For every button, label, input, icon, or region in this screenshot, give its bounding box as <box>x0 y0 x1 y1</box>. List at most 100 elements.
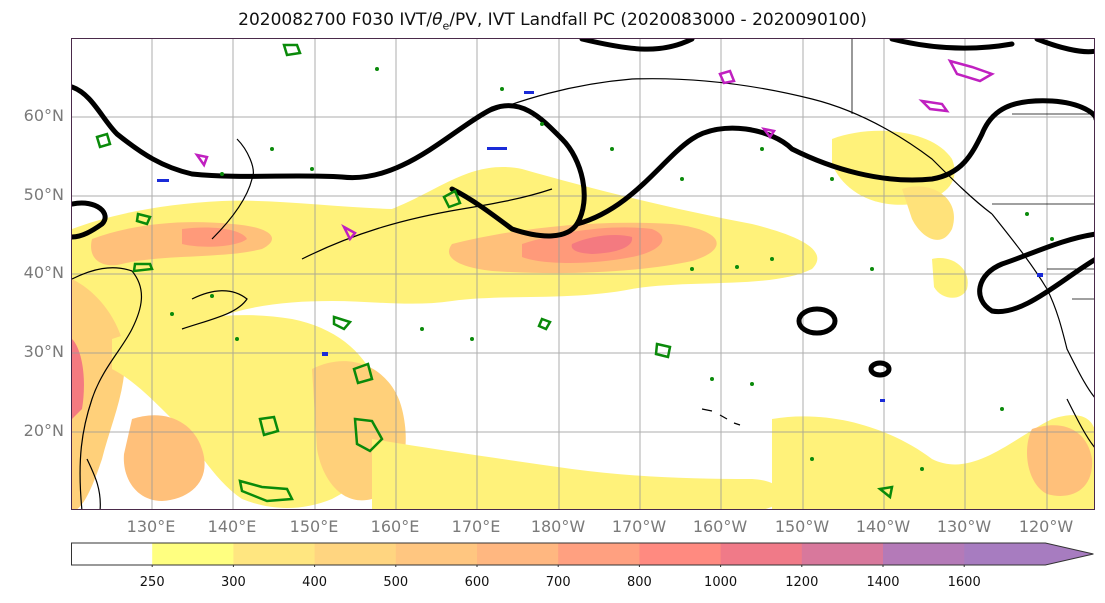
black-contours <box>72 39 1094 378</box>
lon-label-130e: 130°E <box>126 517 176 536</box>
green-contour-4 <box>332 315 353 331</box>
green-contour-2 <box>95 132 112 149</box>
ivt-core-west-edge <box>72 339 84 419</box>
coastlines <box>72 78 1094 509</box>
map-canvas <box>72 39 1094 509</box>
lat-label-60n: 60°N <box>23 106 64 125</box>
green-contour-6 <box>654 342 672 359</box>
lon-label-150w: 150°W <box>774 517 830 536</box>
ivt-region-east-tropics <box>772 415 1094 509</box>
colorbar-label: 400 <box>302 575 328 590</box>
coast-alaska <box>471 78 993 215</box>
borders <box>851 39 1094 300</box>
lon-label-140e: 140°E <box>207 517 257 536</box>
colorbar-segment <box>801 543 884 565</box>
colorbar-outline <box>71 542 1094 566</box>
green-contour-13 <box>877 485 894 500</box>
colorbar-ticks <box>151 565 965 567</box>
colorbar-label: 250 <box>139 575 165 590</box>
ivt-core-dateline-peak <box>571 235 633 254</box>
colorbar-segment <box>395 543 478 565</box>
black-contour-east <box>574 98 1094 227</box>
black-contour-pnw <box>977 231 1094 315</box>
black-contour-top-east <box>889 39 1015 51</box>
colorbar-segment <box>639 543 722 565</box>
colorbar-segment <box>558 543 640 565</box>
black-contour-topright <box>1034 39 1094 55</box>
black-contour-ring-small <box>868 360 892 378</box>
magenta-contour-2 <box>947 59 995 83</box>
green-specks <box>170 67 1054 471</box>
black-contour-top-west <box>579 39 695 52</box>
coast-mexico <box>1066 398 1094 448</box>
ivt-region-coast <box>932 258 968 298</box>
magenta-contour-5 <box>194 153 209 168</box>
green-contour-1 <box>282 43 302 57</box>
colorbar-label: 1600 <box>947 575 981 590</box>
lat-label-50n: 50°N <box>23 185 64 204</box>
colorbar-segment <box>152 543 234 565</box>
colorbar-segment <box>964 543 1094 565</box>
black-contour-main <box>72 84 587 239</box>
ivt-region-subtropics-mid <box>123 415 205 501</box>
lon-label-180w: 180°W <box>530 517 586 536</box>
coast-japan <box>181 290 248 330</box>
colorbar-label: 300 <box>220 575 246 590</box>
lon-label-130w: 130°W <box>936 517 992 536</box>
magenta-contours <box>194 59 995 242</box>
colorbar-label: 500 <box>383 575 409 590</box>
colorbar <box>71 542 1094 567</box>
magenta-contour-4 <box>341 223 357 242</box>
colorbar-label: 800 <box>626 575 652 590</box>
lat-label-40n: 40°N <box>23 263 64 282</box>
blue-contours <box>157 91 1043 402</box>
lon-label-160w: 160°W <box>692 517 748 536</box>
coast-asia <box>72 267 143 509</box>
green-contours <box>95 43 894 503</box>
colorbar-label: 600 <box>464 575 490 590</box>
colorbar-segment <box>477 543 559 565</box>
colorbar-label: 1200 <box>785 575 819 590</box>
colorbar-label: 1000 <box>704 575 738 590</box>
black-contour-left-loop <box>72 200 108 240</box>
coast-north-america <box>991 213 1094 398</box>
colorbar-segment <box>720 543 803 565</box>
magenta-contour-3 <box>918 99 950 113</box>
colorbar-segment <box>883 543 965 565</box>
lon-label-140w: 140°W <box>855 517 911 536</box>
lon-label-160e: 160°E <box>370 517 420 536</box>
coast-kamchatka <box>211 138 254 240</box>
green-contour-5 <box>352 362 374 385</box>
coast-philippines <box>86 458 101 509</box>
ivt-region-gulf-alaska <box>832 130 955 205</box>
colorbar-segments <box>71 542 1094 566</box>
colorbar-label: 700 <box>545 575 571 590</box>
magenta-contour-6 <box>761 127 777 140</box>
colorbar-label: 1400 <box>866 575 900 590</box>
green-contour-8 <box>353 417 384 453</box>
magenta-contour-1 <box>718 69 736 85</box>
map-title: 2020082700 F030 IVT/θe/PV, IVT Landfall … <box>238 10 867 33</box>
coast-hawaii <box>701 408 741 426</box>
graticule <box>72 39 1094 509</box>
map-panel <box>71 38 1095 510</box>
lat-label-20n: 20°N <box>23 421 64 440</box>
lon-label-120w: 120°W <box>1018 517 1074 536</box>
green-contour-12 <box>135 212 152 226</box>
lon-label-170w: 170°W <box>611 517 667 536</box>
colorbar-segment <box>233 543 316 565</box>
ivt-region-subtropics <box>112 315 385 508</box>
green-contour-10 <box>132 262 154 273</box>
ivt-region-west-column <box>72 279 125 509</box>
lat-label-30n: 30°N <box>23 342 64 361</box>
colorbar-segment <box>314 543 397 565</box>
lon-label-170e: 170°E <box>451 517 501 536</box>
ivt-region-tropical-band <box>372 439 782 509</box>
black-contour-ring-large <box>796 306 838 336</box>
ivt-shading <box>72 130 1094 509</box>
green-contour-11 <box>537 317 552 331</box>
coast-aleutians <box>301 188 553 260</box>
green-contour-9 <box>238 479 294 503</box>
ivt-region-east-tropics-mid <box>1027 425 1093 496</box>
ivt-region-pnw <box>902 186 954 240</box>
